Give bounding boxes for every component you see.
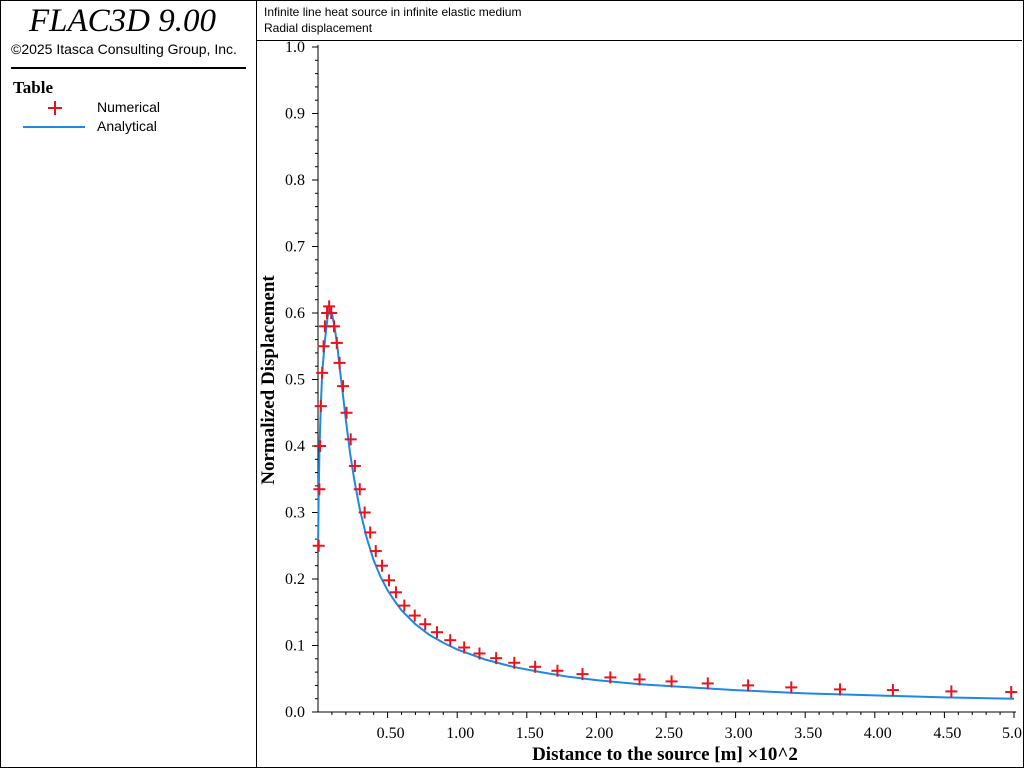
numerical-data-point <box>604 671 617 684</box>
y-tick-label: 0.6 <box>285 305 305 322</box>
axes <box>317 45 1016 713</box>
numerical-data-point <box>701 677 714 690</box>
numerical-data-point <box>458 641 471 654</box>
header-subtitle: Radial displacement <box>264 21 373 35</box>
numerical-data-point <box>444 634 457 647</box>
x-tick-label: 2.50 <box>655 725 683 742</box>
numerical-data-point <box>328 320 341 333</box>
plot-header: Infinite line heat source in infinite el… <box>257 1 1022 41</box>
numerical-data-point <box>431 626 444 639</box>
legend-panel: FLAC3D 9.00 ©2025 Itasca Consulting Grou… <box>1 1 257 767</box>
numerical-data-point <box>312 539 325 552</box>
x-tick-label: 0.50 <box>377 725 405 742</box>
x-axis-label: Distance to the source [m] ×10^2 <box>532 744 798 765</box>
numerical-data-point <box>337 380 350 393</box>
y-tick-label: 0.2 <box>285 571 305 588</box>
x-tick-label: 2.00 <box>585 725 613 742</box>
series <box>312 300 1018 700</box>
header-title: Infinite line heat source in infinite el… <box>264 5 522 19</box>
x-tick-label: 1.50 <box>516 725 544 742</box>
x-tick-label: 3.00 <box>725 725 753 742</box>
y-tick-label: 0.3 <box>285 505 305 522</box>
numerical-data-point <box>376 559 389 572</box>
y-tick-label: 0.7 <box>285 239 305 256</box>
numerical-data-point <box>551 664 564 677</box>
legend-label-numerical: Numerical <box>97 99 161 115</box>
numerical-data-point <box>945 685 958 698</box>
numerical-data-point <box>408 609 421 622</box>
y-tick-label: 0.4 <box>285 438 305 455</box>
numerical-data-point <box>785 681 798 694</box>
app-title: FLAC3D 9.00 <box>29 3 217 39</box>
y-tick-label: 0.0 <box>285 704 305 721</box>
y-tick-label: 0.5 <box>285 372 305 389</box>
numerical-data-point <box>834 683 846 696</box>
numerical-data-point <box>333 356 346 369</box>
y-tick-label: 0.9 <box>285 106 305 123</box>
numerical-data-point <box>473 647 486 660</box>
analytical-series-line <box>317 307 1015 700</box>
x-tick-label: 4.00 <box>864 725 892 742</box>
numerical-data-point <box>358 506 371 519</box>
numerical-data-point <box>665 675 678 688</box>
legend-title: Table <box>13 78 54 97</box>
numerical-data-point <box>314 440 327 452</box>
x-tick-label: 5.0 <box>1002 725 1022 742</box>
numerical-data-point <box>330 336 343 349</box>
numerical-data-point <box>313 483 326 496</box>
numerical-data-point <box>314 400 327 413</box>
y-axis-label: Normalized Displacement <box>258 275 279 485</box>
numerical-data-point <box>529 660 542 673</box>
legend-label-analytical: Analytical <box>97 118 157 134</box>
line-marker-icon <box>23 126 85 128</box>
numerical-data-point <box>340 406 353 419</box>
y-tick-label: 1.0 <box>285 39 305 56</box>
axis-ticks: 0.0 0.1 0.2 0.3 0.4 0.5 0.6 0.7 0.8 0.9 1.0 0.50 1.0… <box>285 39 1022 742</box>
numerical-data-point <box>490 652 503 665</box>
numerical-data-point <box>576 668 589 681</box>
numerical-data-point <box>325 307 338 319</box>
legend-item-analytical: Analytical <box>23 118 183 136</box>
title-divider <box>11 67 246 69</box>
x-tick-label: 1.00 <box>446 725 474 742</box>
numerical-data-point <box>398 599 411 612</box>
numerical-data-point <box>419 618 432 631</box>
plus-marker-icon <box>48 101 62 115</box>
legend-item-numerical: Numerical <box>23 99 183 117</box>
numerical-data-point <box>353 483 366 496</box>
numerical-data-point <box>316 366 329 379</box>
numerical-data-point <box>382 574 395 587</box>
x-tick-label: 3.50 <box>794 725 822 742</box>
numerical-data-point <box>317 340 330 353</box>
numerical-data-point <box>633 673 646 686</box>
numerical-data-point <box>344 433 357 446</box>
copyright-text: ©2025 Itasca Consulting Group, Inc. <box>11 41 237 57</box>
numerical-data-point <box>348 459 361 472</box>
y-tick-label: 0.8 <box>285 172 305 189</box>
numerical-data-point <box>742 679 755 692</box>
y-tick-label: 0.1 <box>285 638 305 655</box>
numerical-data-point <box>323 300 336 313</box>
numerical-data-point <box>508 656 521 669</box>
numerical-data-point <box>364 526 377 539</box>
numerical-data-point <box>1005 686 1018 699</box>
x-tick-label: 4.50 <box>933 725 961 742</box>
numerical-data-point <box>369 545 382 558</box>
numerical-data-point <box>886 684 899 697</box>
numerical-data-point <box>389 586 402 599</box>
